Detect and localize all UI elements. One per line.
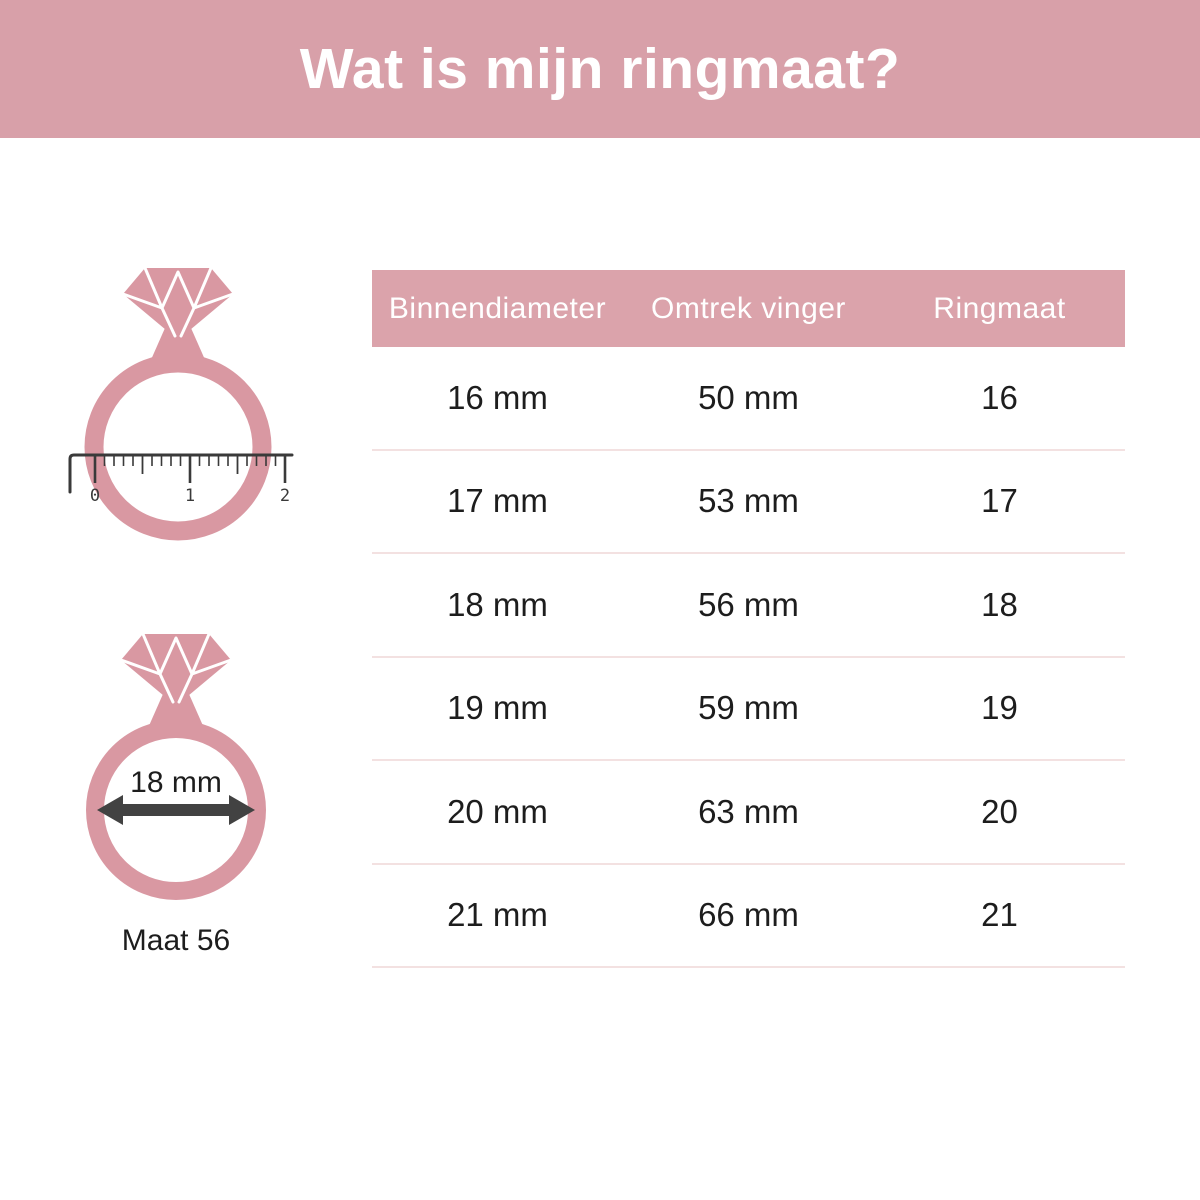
table-cell: 20 mm: [447, 792, 548, 830]
table-cell: 16: [981, 378, 1018, 416]
page-title: Wat is mijn ringmaat?: [299, 37, 901, 101]
table-row: 21 mm 66 mm 21: [372, 865, 1125, 968]
table-cell: 66 mm: [698, 896, 799, 934]
ring-band: [86, 720, 266, 900]
ring-size-caption: Maat 56: [122, 924, 230, 957]
table-cell: 17 mm: [447, 482, 548, 520]
table-cell: 18 mm: [447, 585, 548, 623]
table-row: 16 mm 50 mm 16: [372, 347, 1125, 451]
table-cell: 53 mm: [698, 482, 799, 520]
table-cell: 56 mm: [698, 585, 799, 623]
table-cell: 59 mm: [698, 689, 799, 727]
ring-diameter-illustration: 18 mm Maat 56: [56, 618, 296, 958]
table-header-cell-omtrek-vinger: Omtrek vinger: [651, 291, 846, 325]
ruler-tick-label-0: 0: [90, 486, 100, 506]
table-cell: 21 mm: [447, 896, 548, 934]
ring-with-ruler-illustration: 0 1 2: [58, 252, 298, 552]
diamond-icon: [121, 266, 235, 362]
ruler-tick-label-2: 2: [280, 486, 290, 506]
table-row: 20 mm 63 mm 20: [372, 761, 1125, 865]
diameter-label: 18 mm: [130, 766, 222, 799]
diamond-icon: [119, 632, 233, 728]
ruler-tick-label-1: 1: [185, 486, 195, 506]
table-row: 19 mm 59 mm 19: [372, 658, 1125, 761]
ruler-icon: 0 1 2: [68, 453, 294, 506]
table-row: 17 mm 53 mm 17: [372, 451, 1125, 554]
table-cell: 50 mm: [698, 378, 799, 416]
table-cell: 20: [981, 792, 1018, 830]
table-header-cell-binnendiameter: Binnendiameter: [388, 291, 607, 325]
table-cell: 16 mm: [447, 378, 548, 416]
table-cell: 21: [981, 896, 1018, 934]
ring-size-table: Binnendiameter Omtrek vinger Ringmaat 16…: [372, 270, 1125, 968]
ring-band: [84, 353, 272, 541]
ring-ruler-icon: 0 1 2: [68, 266, 294, 541]
table-row: 18 mm 56 mm 18: [372, 554, 1125, 658]
table-cell: 18: [981, 585, 1018, 623]
table-header-cell-ringmaat: Ringmaat: [933, 291, 1066, 325]
table-cell: 19 mm: [447, 689, 548, 727]
title-banner: Wat is mijn ringmaat?: [0, 0, 1200, 138]
table-cell: 19: [981, 689, 1018, 727]
table-cell: 17: [981, 482, 1018, 520]
ring-diameter-icon: 18 mm Maat 56: [86, 632, 266, 957]
table-header: Binnendiameter Omtrek vinger Ringmaat: [372, 270, 1125, 347]
diameter-arrow-icon: [97, 795, 255, 825]
table-cell: 63 mm: [698, 792, 799, 830]
